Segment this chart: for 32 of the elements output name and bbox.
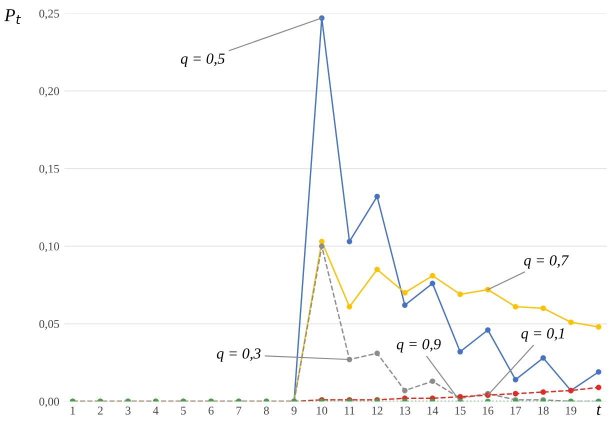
x-tick-label: 6 — [208, 406, 214, 415]
y-tick-label: 0,15 — [39, 164, 60, 174]
x-tick-label: 2 — [98, 406, 103, 414]
x-tick-label: 1 — [70, 406, 75, 414]
annotation: q = 0,9 — [396, 339, 441, 352]
x-tick-label: 14 — [428, 406, 438, 414]
y-tick-label: 0,00 — [39, 398, 60, 408]
y-tick-label: 0,25 — [39, 10, 60, 20]
annotation: q = 0,3 — [216, 348, 261, 362]
x-tick-label: 15 — [455, 406, 466, 415]
y-tick-label: 0,10 — [39, 242, 60, 252]
x-axis-title: t — [596, 406, 602, 416]
x-tick-label: 5 — [181, 406, 186, 415]
x-tick-label: 8 — [264, 406, 269, 415]
x-tick-label: 4 — [152, 406, 158, 414]
x-tick-label: 18 — [538, 406, 549, 415]
x-tick-label: 17 — [510, 406, 522, 414]
x-tick-label: 19 — [566, 406, 576, 415]
x-tick-label: 7 — [236, 406, 242, 414]
annotation: q = 0,1 — [521, 328, 564, 342]
y-tick-label: 0,20 — [39, 87, 60, 97]
annotation: q = 0,7 — [524, 255, 569, 269]
x-tick-label: 13 — [400, 406, 410, 415]
x-tick-label: 16 — [482, 406, 494, 415]
y-axis-title: P$_{t}$ — [4, 9, 21, 24]
x-tick-label: 3 — [126, 406, 131, 415]
x-tick-label: 10 — [316, 406, 328, 415]
x-tick-label: 9 — [292, 406, 297, 415]
y-tick-label: 0,05 — [39, 320, 60, 330]
x-tick-label: 11 — [344, 406, 354, 414]
x-tick-label: 12 — [372, 406, 382, 414]
annotation: q = 0,5 — [180, 53, 225, 67]
